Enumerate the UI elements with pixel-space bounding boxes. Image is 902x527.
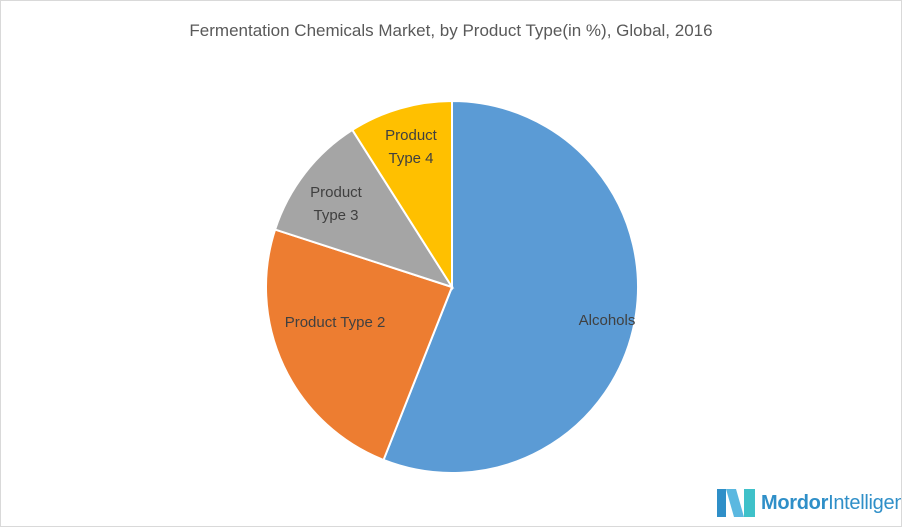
slice-label: Product Type 3	[310, 184, 363, 224]
logo-text: MordorIntelligence	[761, 491, 901, 514]
pie-slice-product-type-4	[350, 99, 453, 291]
pie-slice-product-type-2	[265, 228, 454, 462]
chart-title: Fermentation Chemicals Market, by Produc…	[189, 21, 713, 40]
slice-label: Product Type 4	[385, 127, 438, 167]
slice-label: Alcohols	[579, 312, 636, 329]
pie-slice-alcohols	[382, 99, 639, 474]
mordor-intelligence-logo: MordorIntelligence	[717, 489, 901, 517]
pie-slice-product-type-3	[273, 128, 455, 289]
logo-mark-icon	[717, 489, 755, 517]
slice-label: Product Type 2	[285, 314, 386, 331]
